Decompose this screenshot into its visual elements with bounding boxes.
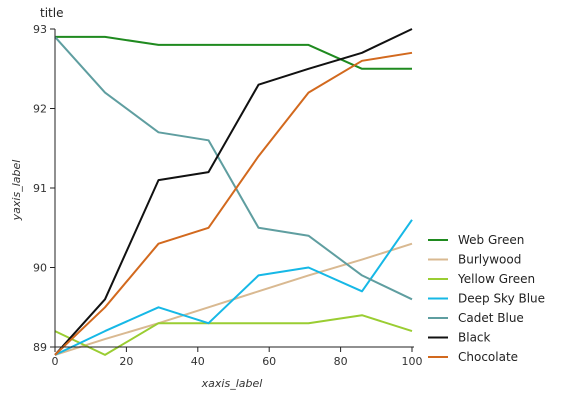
series-line-web-green bbox=[55, 35, 412, 70]
x-axis-title: xaxis_label bbox=[201, 377, 263, 390]
x-tick-label: 60 bbox=[262, 355, 276, 368]
series-line-chocolate bbox=[54, 51, 413, 356]
series-line-black bbox=[54, 28, 413, 356]
legend-label: Web Green bbox=[458, 233, 524, 247]
x-tick-label: 20 bbox=[119, 355, 133, 368]
legend-label: Chocolate bbox=[458, 350, 518, 364]
x-tick-label: 100 bbox=[402, 355, 423, 368]
legend-label: Deep Sky Blue bbox=[458, 292, 545, 306]
series-line-yellow-green bbox=[54, 314, 413, 356]
y-tick-label: 91 bbox=[33, 182, 47, 195]
series-line-cadet-blue bbox=[54, 36, 413, 301]
y-tick-label: 92 bbox=[33, 103, 47, 116]
x-tick-label: 40 bbox=[191, 355, 205, 368]
legend-label: Burlywood bbox=[458, 253, 521, 267]
y-tick-label: 90 bbox=[33, 262, 47, 275]
plot-lines bbox=[54, 28, 413, 356]
x-tick-label: 0 bbox=[52, 355, 59, 368]
legend-label: Cadet Blue bbox=[458, 311, 524, 325]
legend-label: Black bbox=[458, 331, 491, 345]
chart-title: title bbox=[40, 6, 63, 20]
x-tick-label: 80 bbox=[334, 355, 348, 368]
legend: Web Green Burlywood Yellow Green Deep Sky B… bbox=[428, 233, 545, 364]
y-axis-title: yaxis_label bbox=[10, 160, 23, 222]
legend-label: Yellow Green bbox=[457, 272, 535, 286]
y-tick-label: 89 bbox=[33, 341, 47, 354]
axes: 89 90 91 92 93 0 20 40 60 80 100 bbox=[33, 23, 423, 368]
series-line-deep-sky-blue bbox=[54, 219, 413, 356]
y-tick-label: 93 bbox=[33, 23, 47, 36]
